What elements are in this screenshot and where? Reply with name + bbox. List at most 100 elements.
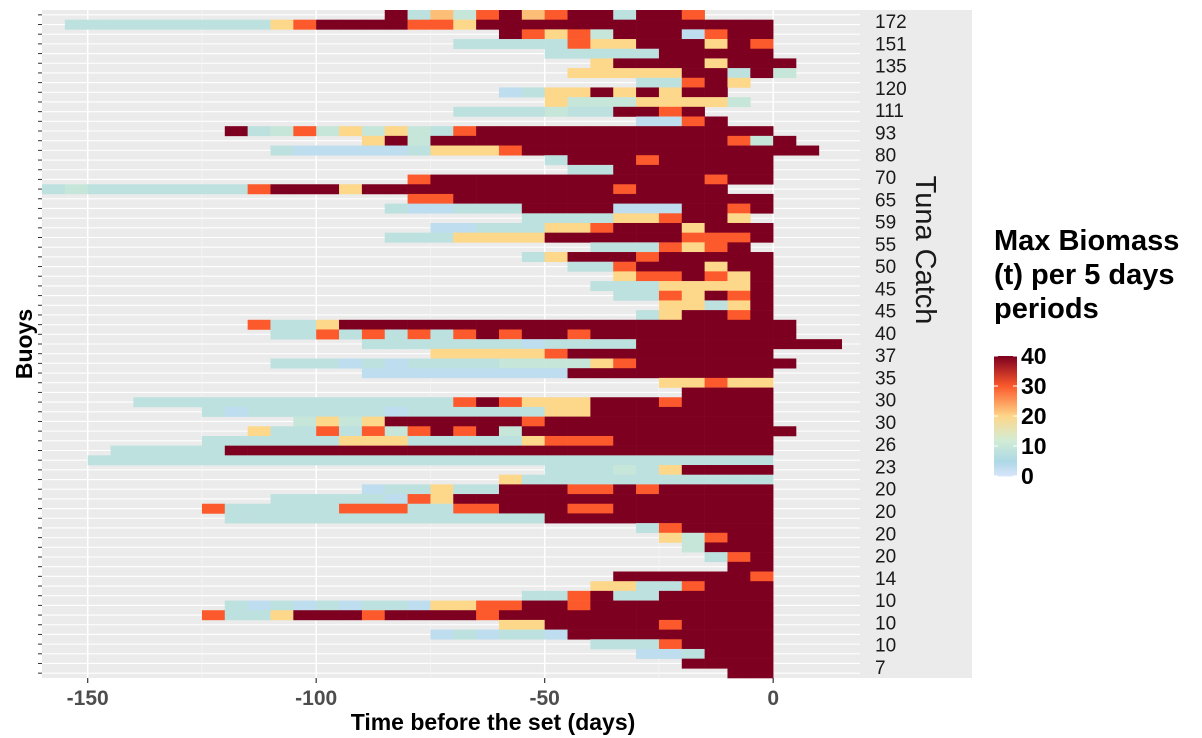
heatmap-tile: [339, 513, 363, 524]
heatmap-tile: [498, 174, 523, 185]
heatmap-tile: [384, 484, 408, 495]
heatmap-tile: [590, 10, 614, 20]
tuna-catch-label: 135: [875, 57, 907, 78]
heatmap-tile: [567, 619, 591, 630]
heatmap-tile: [681, 116, 705, 127]
heatmap-tile: [613, 445, 637, 456]
heatmap-tile: [750, 465, 774, 475]
heatmap-tile: [476, 455, 500, 466]
heatmap-tile: [613, 87, 637, 98]
heatmap-tile: [613, 242, 637, 253]
heatmap-tile: [544, 406, 568, 417]
heatmap-tile: [658, 116, 683, 127]
legend-colorbar-segment: [994, 424, 1017, 427]
heatmap-tile: [544, 629, 568, 640]
heatmap-tile: [361, 358, 386, 369]
heatmap-tile: [590, 639, 614, 650]
heatmap-tile: [613, 203, 637, 214]
heatmap-tile: [681, 39, 705, 50]
heatmap-tile: [681, 377, 705, 388]
heatmap-tile: [498, 222, 523, 233]
heatmap-tile: [156, 184, 180, 195]
heatmap-tile: [498, 348, 523, 359]
heatmap-tile: [270, 494, 294, 505]
heatmap-tile: [750, 474, 774, 485]
tuna-catch-label: 80: [875, 146, 896, 167]
heatmap-tile: [636, 184, 660, 195]
heatmap-tile: [727, 213, 751, 224]
heatmap-tile: [704, 271, 728, 282]
heatmap-tile: [681, 397, 705, 408]
heatmap-tile: [498, 503, 523, 514]
heatmap-tile: [727, 232, 751, 243]
legend-colorbar-segment: [994, 390, 1017, 393]
heatmap-tile: [498, 19, 523, 30]
tuna-catch-label: 151: [875, 34, 907, 55]
heatmap-tile: [521, 494, 545, 505]
heatmap-tile: [704, 619, 728, 630]
heatmap-tile: [613, 97, 637, 108]
heatmap-tile: [704, 97, 728, 108]
heatmap-tile: [750, 377, 774, 388]
heatmap-tile: [521, 629, 545, 640]
heatmap-tile: [704, 523, 728, 534]
legend-colorbar-segment: [994, 376, 1017, 379]
heatmap-tile: [430, 126, 454, 137]
heatmap-tile: [750, 610, 774, 621]
heatmap-tile: [407, 193, 431, 204]
heatmap-tile: [704, 658, 728, 669]
heatmap-tile: [567, 10, 591, 20]
heatmap-tile: [727, 126, 751, 137]
heatmap-tile: [361, 503, 386, 514]
heatmap-tile: [613, 232, 637, 243]
heatmap-tile: [681, 329, 705, 340]
heatmap-tile: [544, 213, 568, 224]
heatmap-tile: [613, 358, 637, 369]
heatmap-tile: [636, 435, 660, 446]
legend-colorbar-segment: [994, 410, 1017, 413]
heatmap-tile: [727, 455, 751, 466]
heatmap-tile: [453, 203, 477, 214]
heatmap-tile: [384, 513, 408, 524]
heatmap-tile: [773, 58, 797, 69]
heatmap-tile: [521, 445, 545, 456]
heatmap-tile: [704, 648, 728, 659]
heatmap-tile: [544, 455, 568, 466]
heatmap-tile: [567, 184, 591, 195]
heatmap-tile: [658, 261, 683, 272]
heatmap-tile: [681, 435, 705, 446]
heatmap-tile: [453, 193, 477, 204]
heatmap-tile: [498, 619, 523, 630]
heatmap-tile: [407, 426, 431, 437]
heatmap-tile: [384, 184, 408, 195]
heatmap-tile: [498, 455, 523, 466]
heatmap-tile: [750, 494, 774, 505]
heatmap-tile: [636, 445, 660, 456]
heatmap-tile: [613, 455, 637, 466]
heatmap-tile: [453, 145, 477, 156]
heatmap-tile: [544, 358, 568, 369]
heatmap-tile: [636, 571, 660, 582]
heatmap-tile: [636, 648, 660, 659]
heatmap-tile: [636, 348, 660, 359]
heatmap-tile: [658, 610, 683, 621]
heatmap-tile: [750, 29, 774, 40]
heatmap-tile: [750, 445, 774, 456]
tuna-catch-label: 10: [875, 591, 896, 612]
heatmap-tile: [87, 184, 111, 195]
heatmap-tile: [658, 581, 683, 592]
heatmap-tile: [727, 552, 751, 563]
heatmap-tile: [384, 445, 408, 456]
heatmap-tile: [430, 494, 454, 505]
heatmap-tile: [613, 290, 637, 301]
heatmap-tile: [567, 590, 591, 601]
heatmap-tile: [270, 126, 294, 137]
heatmap-tile: [704, 290, 728, 301]
heatmap-tile: [613, 406, 637, 417]
heatmap-tile: [430, 455, 454, 466]
legend-colorbar-segment: [994, 450, 1017, 453]
heatmap-tile: [498, 368, 523, 379]
heatmap-tile: [636, 116, 660, 127]
heatmap-tile: [544, 339, 568, 350]
heatmap-tile: [316, 319, 340, 330]
